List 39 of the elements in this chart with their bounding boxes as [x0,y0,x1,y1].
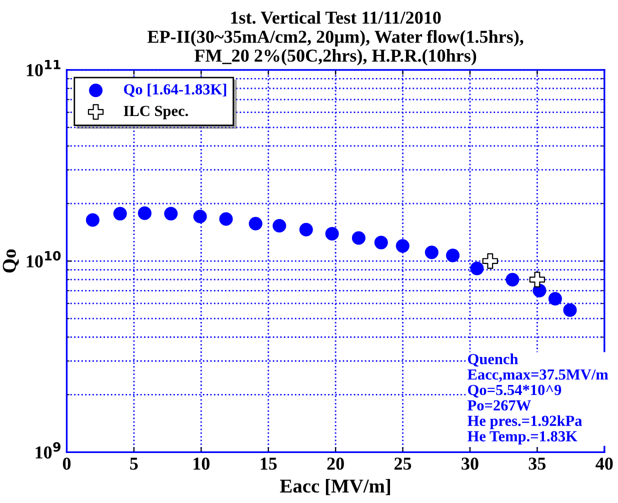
point [374,236,388,250]
point [563,303,577,317]
point [446,248,460,262]
x-tick-label: 40 [596,458,613,470]
point [219,212,233,226]
point [352,231,366,245]
point [272,218,286,233]
y-tick-label: 10$^{9}$ [36,442,60,459]
x-tick-label: 10 [194,458,210,470]
point [193,210,207,224]
y-tick-label: 10$^{11}$ [26,60,60,76]
x-tick-label: 0 [62,458,71,470]
point [113,206,127,220]
y-tick-label: 10$^{10}$ [26,251,61,268]
point [248,216,262,230]
x-tick-label: 35 [528,458,546,470]
point [482,253,498,269]
point [529,272,546,288]
annotation: Quench Eacc,max=37.5MV/m Qo=5.54*10^9 Po=267W He pres.=1.92kPa He Temp.=1.83K [468,353,608,445]
point [470,262,484,276]
chart-title: 1st. Vertical Test 11/11/2010 EP-II(30~35mA/cm2, 20µm), Water flow(1.5hrs), FM_20 2%(50C,2hrs), H.P.R.(10hrs) [148,11,524,66]
x-tick-label: 30 [462,458,478,470]
point [325,226,339,240]
legend-label: Qo [1.64-1.83K] [124,84,226,97]
point [396,239,410,253]
point [299,222,313,236]
point [506,272,520,286]
x-axis-title: Eacc [MV/m] [280,478,390,496]
point [164,206,178,220]
x-tick-label: 20 [327,458,344,470]
y-axis-title: Qo [2,249,19,273]
point [548,292,562,306]
x-tick-label: 15 [260,458,277,470]
point [424,246,438,260]
point [138,206,152,220]
x-tick-label: 5 [130,458,138,470]
point [86,213,100,227]
x-tick-label: 25 [394,458,412,470]
legend-label: ILC Spec. [124,106,188,120]
